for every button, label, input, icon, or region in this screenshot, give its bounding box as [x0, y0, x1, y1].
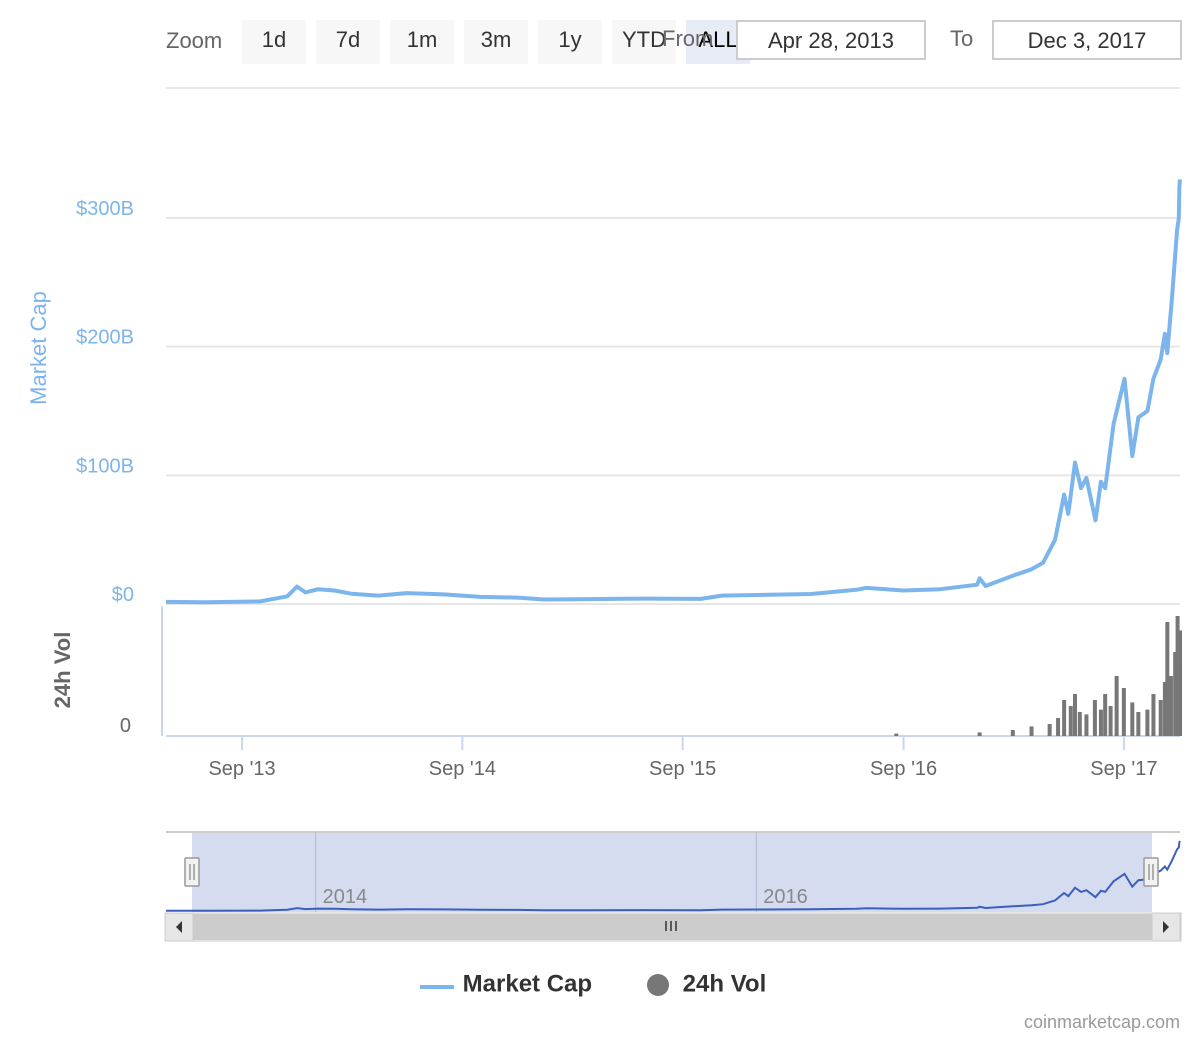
range-selector: Zoom 1d 7d 1m 3m 1y YTD ALL From Apr 28,…: [0, 0, 1200, 80]
volume-bar: [1178, 630, 1182, 736]
to-date-input[interactable]: Dec 3, 2017: [992, 20, 1182, 60]
volume-bar: [1029, 726, 1034, 736]
zoom-ytd-button[interactable]: YTD: [612, 20, 676, 64]
volume-bar: [1162, 682, 1167, 736]
x-axis: Sep '13 Sep '14 Sep '15 Sep '16 Sep '17: [208, 736, 1157, 780]
navigator-selection-mask: [192, 832, 1152, 912]
volume-bar: [1068, 706, 1073, 736]
zoom-label: Zoom: [166, 28, 223, 53]
volume-legend-dot-icon: [647, 974, 669, 996]
zoom-1y-button[interactable]: 1y: [538, 20, 602, 64]
scrollbar-thumb: [193, 914, 1152, 940]
zoom-7d-button[interactable]: 7d: [316, 20, 380, 64]
zoom-1m-button[interactable]: 1m: [390, 20, 454, 64]
volume-bar: [1103, 694, 1108, 736]
scroll-right-arrow-icon: [1163, 921, 1169, 933]
y-tick-label: $200B: [76, 327, 134, 349]
volume-bar: [1136, 712, 1141, 736]
legend-item-market-cap[interactable]: Market Cap: [420, 970, 592, 1000]
legend-label-volume: 24h Vol: [682, 970, 767, 998]
to-label: To: [950, 26, 974, 51]
zoom-3m-button[interactable]: 3m: [464, 20, 528, 64]
legend-label-market-cap: Market Cap: [462, 970, 593, 998]
volume-series: [894, 616, 1182, 736]
volume-bar: [1047, 724, 1052, 736]
x-tick-label: Sep '17: [1090, 758, 1157, 780]
volume-bar: [1165, 622, 1170, 736]
x-tick-label: Sep '16: [870, 758, 937, 780]
from-date-input[interactable]: Apr 28, 2013: [736, 20, 926, 60]
x-tick-label: Sep '13: [208, 758, 275, 780]
x-tick-label: Sep '15: [649, 758, 716, 780]
volume-bar: [1145, 709, 1150, 736]
volume-bar: [1151, 694, 1156, 736]
volume-bar: [1077, 712, 1082, 736]
credits-link[interactable]: coinmarketcap.com: [1023, 1012, 1180, 1032]
navigator-tick-label: 2016: [763, 886, 808, 908]
volume-axis-zero-label: 0: [120, 715, 131, 737]
zoom-1d-button[interactable]: 1d: [242, 20, 306, 64]
market-cap-legend-line-icon: [420, 985, 454, 989]
volume-bar: [1108, 706, 1113, 736]
y-axis: $0 $100B $200B $300B: [76, 198, 134, 606]
volume-bar: [1173, 652, 1178, 736]
scroll-left-arrow-icon: [176, 921, 182, 933]
y-tick-label: $300B: [76, 198, 134, 220]
from-label: From: [662, 26, 714, 51]
x-tick-label: Sep '14: [429, 758, 496, 780]
y-axis-title: Market Cap: [26, 291, 51, 405]
volume-bar: [1130, 702, 1135, 736]
volume-bar: [1062, 700, 1067, 736]
navigator[interactable]: 2014 2016: [164, 831, 1182, 942]
volume-bar: [977, 732, 982, 736]
volume-bar: [1084, 714, 1089, 736]
volume-bar: [1010, 730, 1015, 736]
volume-bar: [894, 733, 899, 736]
y-tick-label: $0: [112, 584, 134, 606]
market-cap-series: [165, 179, 1182, 605]
volume-axis-title: 24h Vol: [50, 632, 75, 709]
grid-lines: [161, 87, 1180, 737]
volume-bar: [1168, 676, 1173, 736]
volume-bar: [1121, 688, 1126, 736]
navigator-tick-label: 2014: [323, 886, 368, 908]
volume-bar: [1056, 718, 1061, 736]
volume-bar: [1092, 700, 1097, 736]
volume-bar: [1158, 700, 1163, 736]
navigator-right-handle: [1143, 857, 1159, 887]
navigator-left-handle: [184, 857, 200, 887]
market-cap-line: [165, 179, 1182, 605]
volume-bar: [1072, 694, 1077, 736]
volume-bar: [1098, 709, 1103, 736]
y-tick-label: $100B: [76, 455, 134, 477]
volume-bar: [1114, 676, 1119, 736]
legend-item-volume[interactable]: 24h Vol: [646, 970, 766, 1000]
